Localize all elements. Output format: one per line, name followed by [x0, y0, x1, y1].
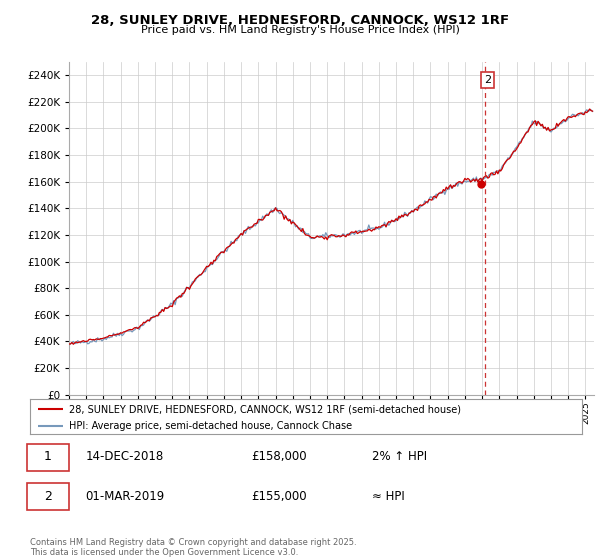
Text: 01-MAR-2019: 01-MAR-2019 [85, 489, 164, 503]
Text: £155,000: £155,000 [251, 489, 307, 503]
Text: 2: 2 [484, 75, 491, 85]
Text: HPI: Average price, semi-detached house, Cannock Chase: HPI: Average price, semi-detached house,… [68, 421, 352, 431]
Text: Price paid vs. HM Land Registry's House Price Index (HPI): Price paid vs. HM Land Registry's House … [140, 25, 460, 35]
Text: 1: 1 [44, 450, 52, 464]
Text: ≈ HPI: ≈ HPI [372, 489, 405, 503]
Text: 2: 2 [44, 489, 52, 503]
Text: 28, SUNLEY DRIVE, HEDNESFORD, CANNOCK, WS12 1RF: 28, SUNLEY DRIVE, HEDNESFORD, CANNOCK, W… [91, 14, 509, 27]
Text: 28, SUNLEY DRIVE, HEDNESFORD, CANNOCK, WS12 1RF (semi-detached house): 28, SUNLEY DRIVE, HEDNESFORD, CANNOCK, W… [68, 404, 461, 414]
Text: 2% ↑ HPI: 2% ↑ HPI [372, 450, 427, 464]
Text: 14-DEC-2018: 14-DEC-2018 [85, 450, 163, 464]
Text: Contains HM Land Registry data © Crown copyright and database right 2025.
This d: Contains HM Land Registry data © Crown c… [30, 538, 356, 557]
FancyBboxPatch shape [27, 444, 68, 471]
FancyBboxPatch shape [27, 483, 68, 510]
Text: £158,000: £158,000 [251, 450, 307, 464]
